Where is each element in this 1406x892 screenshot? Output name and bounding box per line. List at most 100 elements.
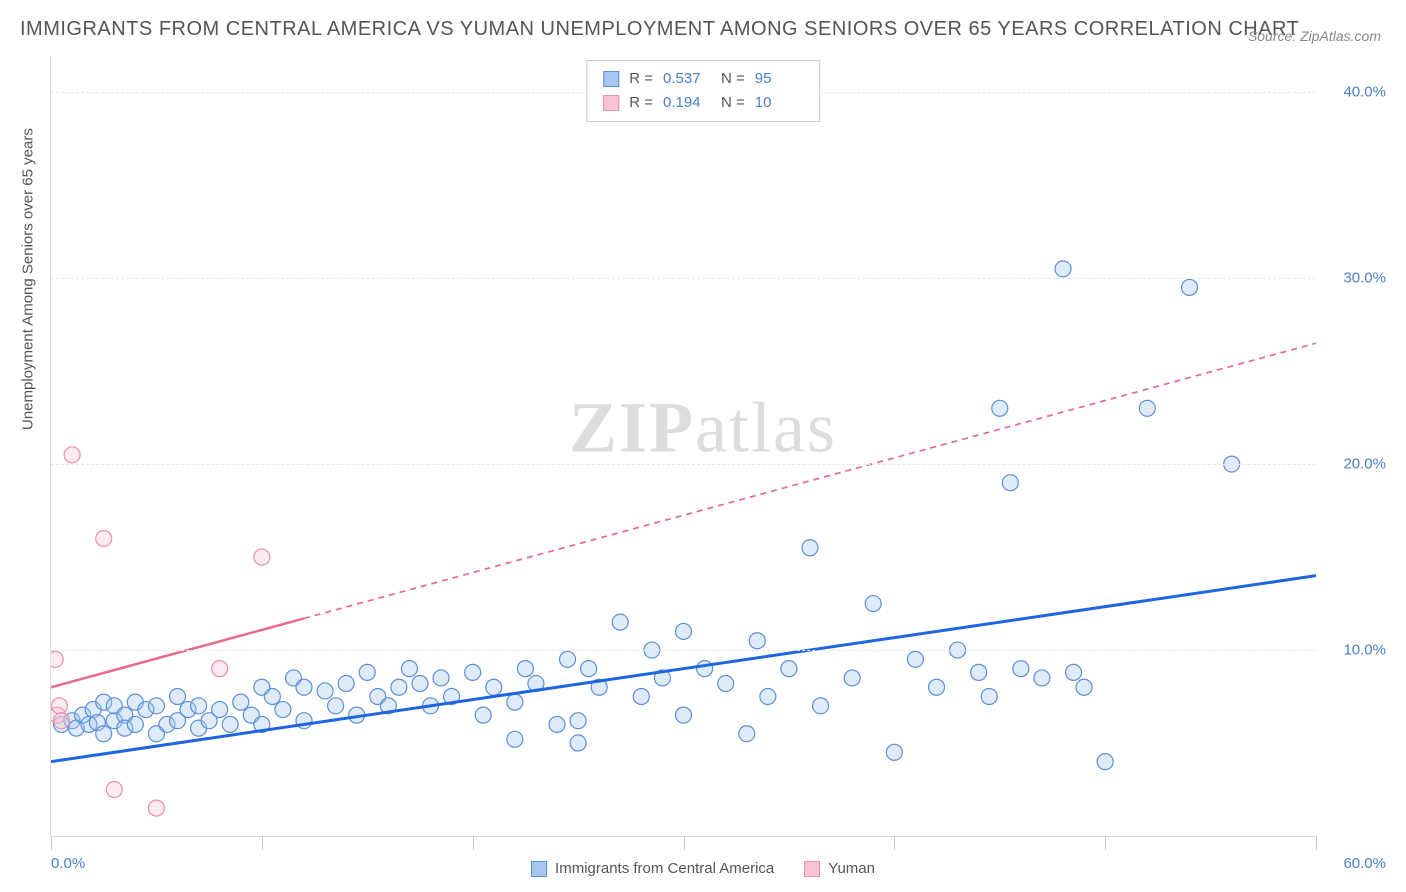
x-tick bbox=[894, 836, 895, 850]
r-label-2: R = bbox=[629, 91, 653, 115]
data-point bbox=[781, 661, 797, 677]
y-tick-label: 10.0% bbox=[1343, 642, 1386, 659]
bottom-legend-item-2: Yuman bbox=[804, 860, 875, 877]
data-point bbox=[233, 694, 249, 710]
bottom-legend-label-1: Immigrants from Central America bbox=[555, 860, 774, 877]
data-point bbox=[222, 716, 238, 732]
data-point bbox=[844, 670, 860, 686]
data-point bbox=[929, 679, 945, 695]
data-point bbox=[507, 731, 523, 747]
bottom-legend-label-2: Yuman bbox=[828, 860, 875, 877]
data-point bbox=[412, 676, 428, 692]
n-label-2: N = bbox=[721, 91, 745, 115]
y-tick-label: 40.0% bbox=[1343, 84, 1386, 101]
data-point bbox=[328, 698, 344, 714]
data-point bbox=[971, 664, 987, 680]
data-point bbox=[560, 651, 576, 667]
chart-title: IMMIGRANTS FROM CENTRAL AMERICA VS YUMAN… bbox=[20, 18, 1299, 41]
legend-row-2: R = 0.194 N = 10 bbox=[603, 91, 803, 115]
data-point bbox=[1066, 664, 1082, 680]
y-tick-label: 20.0% bbox=[1343, 456, 1386, 473]
data-point bbox=[718, 676, 734, 692]
data-point bbox=[760, 689, 776, 705]
trend-line-dashed bbox=[304, 343, 1316, 618]
data-point bbox=[275, 702, 291, 718]
data-point bbox=[612, 614, 628, 630]
data-point bbox=[507, 694, 523, 710]
data-point bbox=[127, 716, 143, 732]
data-point bbox=[1055, 261, 1071, 277]
data-point bbox=[907, 651, 923, 667]
data-point bbox=[992, 400, 1008, 416]
x-tick bbox=[262, 836, 263, 850]
grid-line bbox=[51, 464, 1316, 465]
bottom-swatch-1 bbox=[531, 861, 547, 877]
bottom-legend: Immigrants from Central America Yuman bbox=[531, 860, 875, 877]
data-point bbox=[570, 735, 586, 751]
x-tick bbox=[684, 836, 685, 850]
x-tick bbox=[473, 836, 474, 850]
data-point bbox=[51, 651, 63, 667]
y-tick-label: 30.0% bbox=[1343, 270, 1386, 287]
r-label-1: R = bbox=[629, 67, 653, 91]
data-point bbox=[517, 661, 533, 677]
data-point bbox=[813, 698, 829, 714]
n-label-1: N = bbox=[721, 67, 745, 91]
bottom-swatch-2 bbox=[804, 861, 820, 877]
x-axis-min-label: 0.0% bbox=[51, 855, 85, 872]
y-axis-label: Unemployment Among Seniors over 65 years bbox=[20, 128, 37, 430]
data-point bbox=[212, 702, 228, 718]
data-point bbox=[1013, 661, 1029, 677]
n-value-2: 10 bbox=[755, 91, 803, 115]
grid-line bbox=[51, 278, 1316, 279]
data-point bbox=[1076, 679, 1092, 695]
data-point bbox=[391, 679, 407, 695]
data-point bbox=[401, 661, 417, 677]
data-point bbox=[54, 713, 70, 729]
data-point bbox=[1182, 279, 1198, 295]
data-point bbox=[359, 664, 375, 680]
data-point bbox=[549, 716, 565, 732]
grid-line bbox=[51, 650, 1316, 651]
bottom-legend-item-1: Immigrants from Central America bbox=[531, 860, 774, 877]
data-point bbox=[338, 676, 354, 692]
data-point bbox=[96, 530, 112, 546]
data-point bbox=[106, 782, 122, 798]
x-tick bbox=[51, 836, 52, 850]
data-point bbox=[486, 679, 502, 695]
data-point bbox=[570, 713, 586, 729]
data-point bbox=[51, 698, 67, 714]
legend-swatch-1 bbox=[603, 71, 619, 87]
data-point bbox=[264, 689, 280, 705]
data-point bbox=[64, 447, 80, 463]
data-point bbox=[886, 744, 902, 760]
data-point bbox=[749, 633, 765, 649]
data-point bbox=[212, 661, 228, 677]
data-point bbox=[865, 596, 881, 612]
data-point bbox=[802, 540, 818, 556]
x-axis-max-label: 60.0% bbox=[1343, 855, 1386, 872]
trend-line bbox=[51, 576, 1316, 762]
data-point bbox=[296, 679, 312, 695]
data-point bbox=[254, 549, 270, 565]
data-point bbox=[1002, 475, 1018, 491]
data-point bbox=[739, 726, 755, 742]
plot-area: 10.0%20.0%30.0%40.0%0.0%60.0% bbox=[50, 55, 1316, 837]
data-point bbox=[148, 800, 164, 816]
x-tick bbox=[1105, 836, 1106, 850]
data-point bbox=[475, 707, 491, 723]
r-value-1: 0.537 bbox=[663, 67, 711, 91]
data-point bbox=[676, 623, 692, 639]
data-point bbox=[433, 670, 449, 686]
data-point bbox=[1034, 670, 1050, 686]
r-value-2: 0.194 bbox=[663, 91, 711, 115]
data-point bbox=[581, 661, 597, 677]
data-point bbox=[1139, 400, 1155, 416]
data-point bbox=[317, 683, 333, 699]
data-point bbox=[191, 698, 207, 714]
plot-container: 10.0%20.0%30.0%40.0%0.0%60.0% bbox=[50, 55, 1316, 837]
x-tick bbox=[1316, 836, 1317, 850]
trend-line bbox=[51, 618, 304, 687]
data-point bbox=[170, 689, 186, 705]
legend-row-1: R = 0.537 N = 95 bbox=[603, 67, 803, 91]
